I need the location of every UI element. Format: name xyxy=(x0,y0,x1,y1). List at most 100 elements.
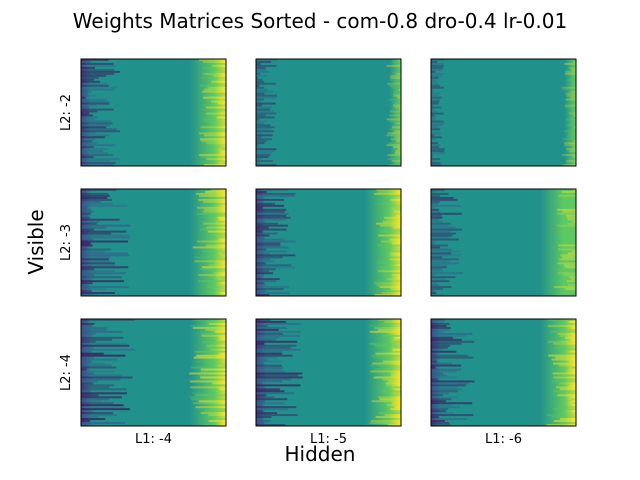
heatmap-cell xyxy=(256,142,265,145)
heatmap-cell xyxy=(386,196,401,199)
heatmap-cell xyxy=(81,319,135,321)
heatmap-cell xyxy=(557,262,576,265)
heatmap-cell xyxy=(388,272,401,275)
heatmap-cell xyxy=(256,218,286,221)
heatmap-cell xyxy=(554,200,576,203)
heatmap-cell xyxy=(566,160,576,163)
heatmap-cell xyxy=(81,374,122,377)
heatmap-cell xyxy=(567,78,576,81)
heatmap-cell xyxy=(380,240,401,243)
heatmap-cell xyxy=(378,266,401,269)
heatmap-cell xyxy=(389,204,401,207)
heatmap-cell xyxy=(256,418,263,421)
heatmap-cell xyxy=(256,210,285,213)
heatmap-cell xyxy=(81,120,112,123)
heatmap-cell xyxy=(256,80,265,83)
heatmap-cell xyxy=(202,210,226,213)
heatmap-cell xyxy=(567,134,576,137)
heatmap-cell xyxy=(81,358,118,361)
heatmap-cell xyxy=(566,136,576,139)
heatmap-cell xyxy=(256,414,298,417)
heatmap-cell xyxy=(393,90,401,93)
heatmap-cell xyxy=(81,134,110,137)
heatmap-cell xyxy=(256,406,297,409)
heatmap-cell xyxy=(81,422,125,425)
heatmap-cell xyxy=(393,206,401,209)
heatmap-panel-frame xyxy=(430,188,577,297)
heatmap-cell xyxy=(431,66,443,69)
heatmap-cell xyxy=(211,408,226,411)
heatmap-cell xyxy=(81,114,93,117)
heatmap-cell xyxy=(81,252,128,255)
heatmap-cell xyxy=(386,384,401,387)
heatmap-cell xyxy=(431,82,439,85)
heatmap-cell xyxy=(81,124,111,127)
heatmap-cell xyxy=(431,112,444,115)
heatmap-cell xyxy=(572,100,576,103)
heatmap-cell xyxy=(431,116,436,119)
heatmap-cell xyxy=(378,412,401,415)
heatmap-cell xyxy=(256,158,261,161)
heatmap-cell xyxy=(217,144,226,147)
heatmap-cell xyxy=(81,330,123,333)
heatmap-cell xyxy=(431,90,434,93)
heatmap-cell xyxy=(256,94,278,97)
heatmap-panel-1-3 xyxy=(430,58,577,167)
heatmap-cell xyxy=(190,324,226,327)
heatmap-cell xyxy=(81,356,95,359)
heatmap-cell xyxy=(559,322,576,325)
heatmap-cell xyxy=(256,324,268,327)
heatmap-cell xyxy=(81,148,108,151)
heatmap-cell xyxy=(377,244,401,247)
heatmap-cell xyxy=(203,358,226,361)
heatmap-panel-fill xyxy=(431,319,576,426)
heatmap-cell xyxy=(554,346,576,349)
heatmap-cell xyxy=(431,94,439,97)
heatmap-cell xyxy=(386,64,401,67)
heatmap-cell xyxy=(431,164,442,166)
heatmap-cell xyxy=(431,374,447,377)
heatmap-cell xyxy=(200,412,226,415)
heatmap-cell xyxy=(256,74,268,77)
heatmap-cell xyxy=(256,200,264,203)
heatmap-cell xyxy=(431,266,448,269)
heatmap-cell xyxy=(548,319,576,321)
heatmap-cell xyxy=(381,248,401,251)
heatmap-cell xyxy=(384,414,401,417)
heatmap-cell xyxy=(388,98,401,101)
heatmap-cell xyxy=(81,416,98,419)
heatmap-cell xyxy=(384,200,401,203)
heatmap-cell xyxy=(431,84,441,87)
heatmap-cell xyxy=(547,414,576,417)
heatmap-cell xyxy=(377,270,401,273)
heatmap-cell xyxy=(385,382,401,385)
heatmap-cell xyxy=(431,384,466,387)
heatmap-cell xyxy=(81,394,99,397)
heatmap-cell xyxy=(211,80,226,83)
heatmap-cell xyxy=(256,222,279,225)
heatmap-cell xyxy=(431,192,449,195)
heatmap-cell xyxy=(81,424,95,426)
heatmap-cell xyxy=(553,420,576,423)
heatmap-cell xyxy=(213,202,226,205)
heatmap-cell xyxy=(81,390,91,393)
heatmap-cell xyxy=(569,66,576,69)
heatmap-cell xyxy=(431,336,454,339)
heatmap-cell xyxy=(390,232,401,235)
heatmap-cell xyxy=(563,264,576,267)
heatmap-cell xyxy=(81,204,128,207)
heatmap-cell xyxy=(81,208,92,211)
heatmap-cell xyxy=(201,66,226,69)
heatmap-cell xyxy=(81,96,86,99)
heatmap-cell xyxy=(81,384,115,387)
heatmap-cell xyxy=(387,154,401,157)
heatmap-cell xyxy=(202,90,226,93)
heatmap-cell xyxy=(207,86,226,89)
heatmap-cell xyxy=(198,294,226,296)
heatmap-cell xyxy=(574,102,576,105)
heatmap-cell xyxy=(431,416,439,419)
heatmap-cell xyxy=(256,258,270,261)
heatmap-cell xyxy=(391,242,401,245)
heatmap-cell xyxy=(81,144,115,147)
heatmap-cell xyxy=(201,334,226,337)
